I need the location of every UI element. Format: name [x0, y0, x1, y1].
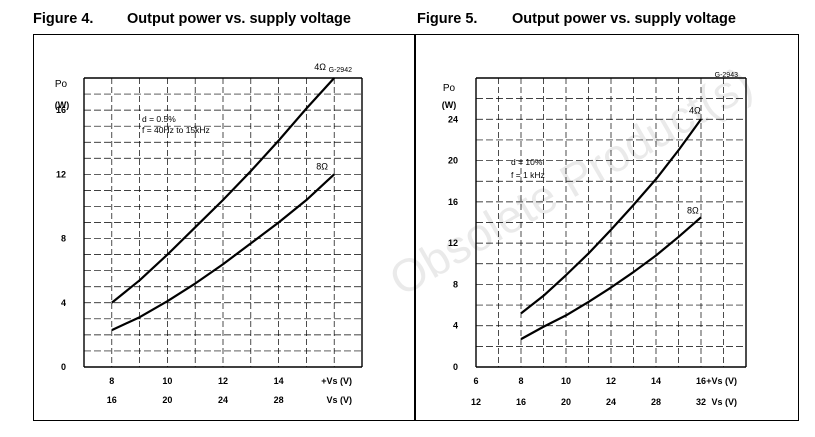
x-tick-label: 16 [696, 376, 706, 386]
y-tick-label: 16 [448, 197, 458, 207]
x-tick-label-secondary: 16 [107, 395, 117, 405]
figure-5-panel: G-2943 Po (W) 0 4 8 12 16 20 24 6 12 8 16 10 20 12 24 14 28… [415, 34, 799, 421]
y-axis-label: Po [55, 79, 68, 90]
y-tick-label: 4 [61, 298, 66, 308]
figure-4-panel: G-2942 Po (W) 0 4 8 12 16 8 16 10 20 12 24 14 28 +Vs (V)… [33, 34, 415, 421]
y-tick-label: 20 [448, 156, 458, 166]
series-line-8ohm [520, 216, 702, 341]
y-tick-label: 8 [61, 234, 66, 244]
y-tick-label: 16 [56, 105, 66, 115]
figure-5-heading: Figure 5. Output power vs. supply voltag… [417, 11, 736, 27]
condition-annotation: d = 10% [511, 157, 543, 167]
y-axis-label: Po [443, 83, 456, 94]
y-tick-label: 12 [448, 238, 458, 248]
series-label-8ohm: 8Ω [316, 161, 328, 171]
y-tick-label: 8 [453, 279, 458, 289]
x-tick-label-secondary: 28 [274, 395, 284, 405]
x-tick-label: 8 [109, 376, 114, 386]
y-axis-unit: (W) [55, 100, 70, 110]
chart-code: G-2942 [329, 67, 352, 74]
condition-annotation: f = 1 kHz [511, 170, 545, 180]
condition-annotation: f = 40Hz to 15kHz [142, 125, 210, 135]
figure-5-number: Figure 5. [417, 11, 478, 27]
x-tick-label-secondary: 20 [561, 397, 571, 407]
x-tick-label-secondary: 24 [218, 395, 228, 405]
series-line-4ohm [520, 118, 702, 315]
figure-5-title: Output power vs. supply voltage [512, 11, 736, 27]
figure-4-number: Figure 4. [33, 11, 94, 27]
x-tick-label: 8 [518, 376, 523, 386]
y-axis-unit: (W) [442, 100, 457, 110]
series-label-4ohm: 4Ω [689, 105, 701, 115]
x-tick-label-secondary: 32 [696, 397, 706, 407]
y-tick-label: 4 [453, 321, 458, 331]
x-tick-label: 14 [274, 376, 284, 386]
y-tick-label: 0 [61, 362, 66, 372]
figure-4-title: Output power vs. supply voltage [127, 11, 351, 27]
x-tick-label: 12 [606, 376, 616, 386]
figure-4-chart: G-2942 Po (W) 0 4 8 12 16 8 16 10 20 12 24 14 28 +Vs (V)… [55, 62, 363, 405]
x-tick-label: 10 [162, 376, 172, 386]
x-axis-label-secondary: Vs (V) [326, 395, 352, 405]
x-axis-label: +Vs (V) [321, 376, 352, 386]
y-tick-label: 12 [56, 169, 66, 179]
chart-code: G-2943 [715, 72, 738, 79]
y-tick-label: 0 [453, 362, 458, 372]
x-tick-label-secondary: 12 [471, 397, 481, 407]
x-tick-label-secondary: 20 [162, 395, 172, 405]
x-axis-label: +Vs (V) [706, 376, 737, 386]
x-tick-label: 14 [651, 376, 661, 386]
x-axis-label-secondary: Vs (V) [711, 397, 737, 407]
x-tick-label-secondary: 28 [651, 397, 661, 407]
series-label-8ohm: 8Ω [687, 205, 699, 215]
x-tick-label: 12 [218, 376, 228, 386]
x-tick-label-secondary: 24 [606, 397, 616, 407]
condition-annotation: d = 0.5% [142, 114, 176, 124]
figure-4-heading: Figure 4. Output power vs. supply voltag… [33, 11, 351, 27]
x-tick-label: 10 [561, 376, 571, 386]
series-label-4ohm: 4Ω [314, 62, 326, 72]
series-line-8ohm [111, 173, 335, 332]
series-line-4ohm [111, 77, 336, 304]
figure-5-chart: G-2943 Po (W) 0 4 8 12 16 20 24 6 12 8 16 10 20 12 24 14 28… [442, 72, 747, 407]
x-tick-label: 6 [473, 376, 478, 386]
x-tick-label-secondary: 16 [516, 397, 526, 407]
y-tick-label: 24 [448, 114, 458, 124]
